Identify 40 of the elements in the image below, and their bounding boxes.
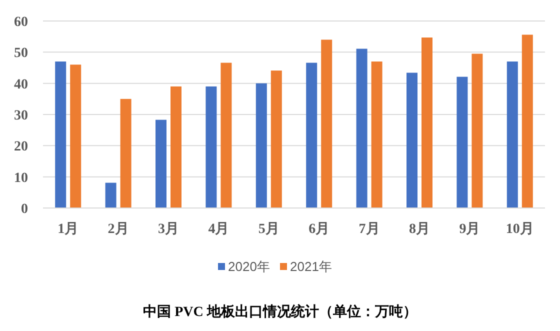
x-tick-label: 10月 [506, 222, 534, 237]
y-tick-label: 0 [21, 202, 28, 217]
x-tick-label: 7月 [358, 222, 380, 237]
x-tick-label: 9月 [459, 222, 480, 237]
bar [422, 38, 432, 208]
bar [120, 98, 132, 208]
y-tick-label: 30 [14, 108, 28, 124]
bar [371, 62, 382, 208]
x-tick-label: 6月 [308, 222, 330, 237]
y-tick-label: 60 [14, 15, 28, 30]
bar [206, 86, 217, 208]
x-tick-label: 3月 [158, 222, 179, 237]
bar [156, 120, 166, 208]
x-tick-label: 8月 [409, 222, 430, 237]
bar [256, 83, 267, 208]
x-tick-label: 4月 [208, 222, 230, 237]
bar [70, 64, 82, 208]
bar [306, 62, 318, 208]
bar [472, 54, 483, 208]
x-tick-label: 5月 [258, 222, 280, 237]
bar [220, 62, 232, 208]
legend-label: 2020年 [228, 259, 270, 274]
bar [456, 76, 468, 208]
y-tick-label: 20 [14, 140, 28, 155]
bar [506, 62, 518, 208]
bar [55, 62, 66, 208]
y-tick-label: 10 [14, 170, 28, 186]
bar [406, 72, 418, 208]
bar [105, 182, 116, 208]
bar [321, 40, 332, 208]
bar [270, 70, 282, 208]
x-tick-label: 2月 [108, 222, 129, 237]
legend-label: 2021年 [290, 259, 332, 274]
text: 中国 PVC 地板出口情况统计（单位：万吨） [143, 303, 417, 320]
bar [522, 34, 533, 208]
y-tick-label: 40 [14, 77, 28, 92]
bar [170, 86, 182, 208]
y-tick-label: 50 [14, 46, 28, 62]
bar [356, 48, 368, 208]
x-tick-label: 1月 [58, 222, 79, 237]
